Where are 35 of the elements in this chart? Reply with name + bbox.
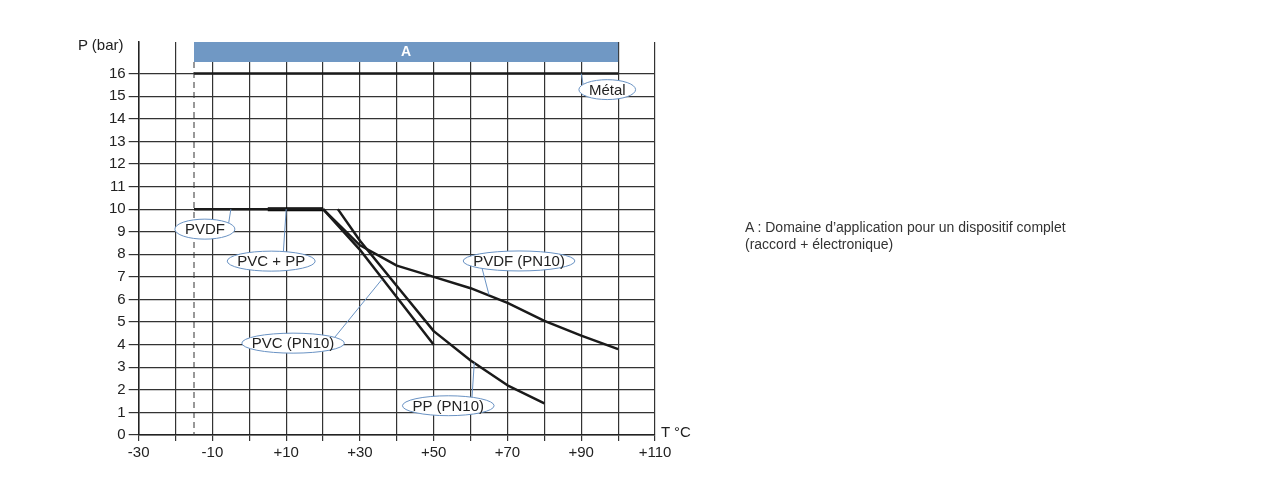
- text: A : Domaine d’application pour un dispositif complet (raccord + électronique): [745, 219, 1066, 253]
- y-tick-label: 6: [117, 289, 126, 307]
- y-tick-label: 10: [109, 199, 126, 217]
- x-tick-label: +50: [421, 443, 447, 461]
- y-tick-label: 0: [117, 425, 126, 443]
- y-tick-label: 8: [117, 244, 126, 262]
- annotation: PVDF (PN10): [473, 252, 565, 270]
- y-tick-label: 16: [109, 63, 126, 81]
- y-tick-label: 1: [117, 402, 126, 420]
- x-tick-label: +70: [494, 443, 521, 461]
- y-tick-label: 12: [109, 154, 126, 172]
- x-tick-label: +10: [273, 443, 299, 461]
- x-tick-label: +90: [568, 443, 594, 461]
- y-tick-label: 5: [117, 312, 126, 330]
- y-tick-label: 9: [117, 221, 126, 239]
- x-axis-title: T °C: [661, 423, 692, 440]
- annotation: PVC (PN10): [251, 334, 335, 352]
- y-tick-label: 13: [109, 131, 126, 149]
- y-tick-label: 2: [117, 379, 126, 397]
- annotation: PVDF: [184, 220, 225, 238]
- annotation: PVC + PP: [237, 252, 306, 270]
- y-tick-label: 11: [110, 176, 126, 194]
- annotation: Métal: [588, 80, 626, 98]
- annotation: PP (PN10): [412, 396, 484, 414]
- y-tick-label: 14: [109, 108, 126, 126]
- y-tick-label: 4: [117, 334, 126, 352]
- band-label: A: [401, 42, 412, 59]
- y-tick-label: 3: [117, 357, 126, 375]
- x-tick-label: +110: [638, 443, 672, 461]
- y-tick-label: 15: [109, 86, 126, 104]
- x-tick-label: -30: [127, 443, 150, 461]
- y-axis-title: P (bar): [77, 36, 124, 53]
- x-tick-label: +30: [347, 443, 373, 461]
- x-tick-label: -10: [201, 443, 224, 461]
- y-tick-label: 7: [117, 267, 126, 285]
